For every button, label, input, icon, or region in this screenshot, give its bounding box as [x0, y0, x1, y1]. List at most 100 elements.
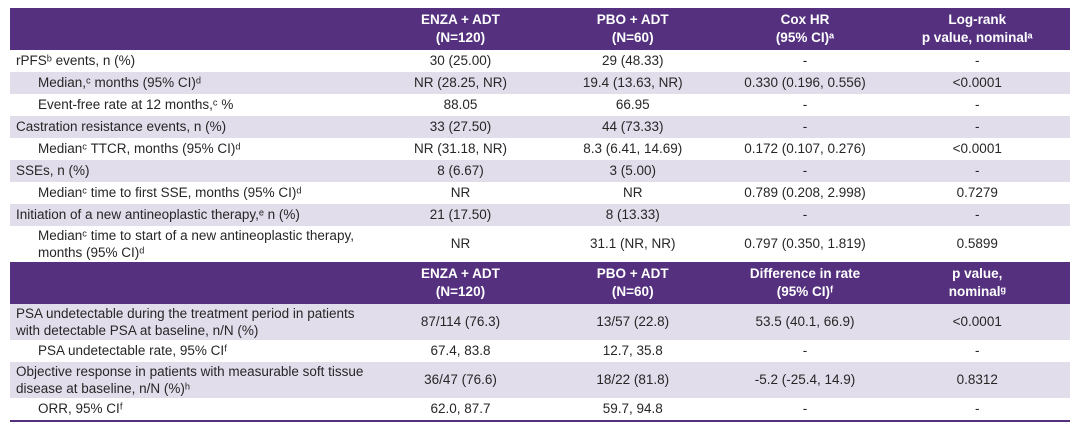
- cell-cox-hr: 0.330 (0.196, 0.556): [744, 75, 866, 91]
- cell-enza: NR: [450, 185, 471, 201]
- cell-cox-hr: -: [802, 119, 808, 135]
- cell-pvalue: 0.7279: [956, 185, 998, 201]
- col-header-pvalue-nominal: p value, nominalᵍ: [885, 262, 1071, 304]
- cell-pbo: 8.3 (6.41, 14.69): [583, 141, 683, 157]
- row-label: PSA undetectable during the treatment pe…: [16, 305, 355, 338]
- table1-header-label-cell: [10, 8, 381, 50]
- cell-pvalue: -: [975, 207, 980, 223]
- row-label: Medianᶜ time to first SSE, months (95% C…: [38, 185, 302, 201]
- table-row-rpfs-median: Median,ᶜ months (95% CI)ᵈ NR (28.25, NR)…: [10, 72, 1070, 94]
- cell-cox-hr: -: [802, 207, 808, 223]
- col-header-logrank-pvalue: Log-rank p value, nominalᵃ: [885, 8, 1071, 50]
- cell-enza: 30 (25.00): [429, 53, 492, 69]
- col-header-line: ENZA + ADT: [421, 266, 500, 282]
- cell-cox-hr: -: [802, 97, 808, 113]
- row-label: rPFSᵇ events, n (%): [16, 53, 136, 69]
- cell-pvalue: -: [975, 401, 980, 417]
- cell-cox-hr: 0.797 (0.350, 1.819): [744, 236, 866, 252]
- row-label: Median,ᶜ months (95% CI)ᵈ: [38, 75, 201, 91]
- col-header-line: PBO + ADT: [596, 266, 669, 282]
- cell-pvalue: -: [975, 119, 980, 135]
- cell-pvalue: -: [975, 163, 980, 179]
- cell-rate-difference: -: [802, 401, 808, 417]
- cell-pvalue: <0.0001: [952, 314, 1002, 330]
- col-header-difference-in-rate: Difference in rate (95% CI)ᶠ: [726, 262, 885, 304]
- col-header-line: p value, nominalᵃ: [921, 30, 1033, 45]
- col-header-line: Difference in rate: [749, 266, 861, 282]
- cell-enza: 21 (17.50): [429, 207, 492, 223]
- row-label: SSEs, n (%): [16, 163, 90, 179]
- cell-rate-difference: -5.2 (-25.4, 14.9): [754, 372, 856, 388]
- row-label: ORR, 95% CIᶠ: [38, 401, 123, 417]
- table-row-sses: SSEs, n (%) 8 (6.67) 3 (5.00) - -: [10, 160, 1070, 182]
- table-row-castration-resistance: Castration resistance events, n (%) 33 (…: [10, 116, 1070, 138]
- table-row-median-time-first-sse: Medianᶜ time to first SSE, months (95% C…: [10, 182, 1070, 204]
- col-header-line: (N=60): [611, 30, 654, 45]
- row-label: Medianᶜ TTCR, months (95% CI)ᵈ: [38, 141, 241, 157]
- col-header-pbo-adt: PBO + ADT (N=60): [540, 8, 726, 50]
- col-header-enza-adt: ENZA + ADT (N=120): [381, 8, 540, 50]
- cell-pvalue: 0.8312: [956, 372, 998, 388]
- table2-header-label-cell: [10, 262, 381, 304]
- row-label: Initiation of a new antineoplastic thera…: [16, 207, 300, 223]
- efficacy-results-table: ENZA + ADT (N=120) PBO + ADT (N=60) Cox …: [10, 8, 1070, 422]
- col-header-pbo-adt-2: PBO + ADT (N=60): [540, 262, 726, 304]
- cell-pbo: 12.7, 35.8: [602, 343, 663, 359]
- col-header-line: (N=120): [435, 284, 486, 299]
- cell-cox-hr: 0.172 (0.107, 0.276): [744, 141, 866, 157]
- cell-pbo: 18/22 (81.8): [596, 372, 670, 388]
- cell-pvalue: <0.0001: [952, 141, 1002, 157]
- cell-pbo: NR: [623, 185, 643, 201]
- cell-pvalue: -: [975, 343, 980, 359]
- cell-pbo: 13/57 (22.8): [596, 314, 670, 330]
- cell-enza: 8 (6.67): [437, 163, 484, 179]
- cell-pvalue: -: [975, 53, 980, 69]
- col-header-line: nominalᵍ: [948, 284, 1006, 299]
- cell-cox-hr: -: [802, 53, 808, 69]
- table-row-rpfs-events: rPFSᵇ events, n (%) 30 (25.00) 29 (48.33…: [10, 50, 1070, 72]
- cell-rate-difference: 53.5 (40.1, 66.9): [755, 314, 855, 330]
- cell-enza: 87/114 (76.3): [420, 314, 501, 330]
- col-header-line: PBO + ADT: [596, 12, 669, 28]
- table2-header-row: ENZA + ADT (N=120) PBO + ADT (N=60) Diff…: [10, 262, 1070, 304]
- row-label: Event-free rate at 12 months,ᶜ %: [38, 97, 234, 113]
- col-header-line: (N=120): [435, 30, 486, 45]
- cell-enza: 67.4, 83.8: [430, 343, 491, 359]
- table-row-new-antineoplastic-initiation: Initiation of a new antineoplastic thera…: [10, 204, 1070, 226]
- cell-enza: 62.0, 87.7: [430, 401, 491, 417]
- cell-pvalue: -: [975, 97, 980, 113]
- cell-pvalue: <0.0001: [952, 75, 1002, 91]
- cell-cox-hr: 0.789 (0.208, 2.998): [744, 185, 866, 201]
- cell-rate-difference: -: [802, 343, 808, 359]
- col-header-line: p value,: [952, 266, 1003, 282]
- table-row-median-ttcr: Medianᶜ TTCR, months (95% CI)ᵈ NR (31.18…: [10, 138, 1070, 160]
- table-row-median-time-new-antineoplastic: Medianᶜ time to start of a new antineopl…: [10, 226, 1070, 262]
- table-row-event-free-rate: Event-free rate at 12 months,ᶜ % 88.05 6…: [10, 94, 1070, 116]
- cell-pbo: 66.95: [615, 97, 650, 113]
- cell-pbo: 44 (73.33): [601, 119, 664, 135]
- col-header-line: ENZA + ADT: [421, 12, 500, 28]
- cell-pbo: 31.1 (NR, NR): [589, 236, 676, 252]
- row-label: Medianᶜ time to start of a new antineopl…: [38, 227, 354, 260]
- row-label: PSA undetectable rate, 95% CIᶠ: [38, 343, 228, 359]
- cell-pbo: 8 (13.33): [605, 207, 660, 223]
- table-row-psa-undetectable: PSA undetectable during the treatment pe…: [10, 304, 1070, 340]
- cell-enza: NR (31.18, NR): [413, 141, 508, 157]
- table1-header-row: ENZA + ADT (N=120) PBO + ADT (N=60) Cox …: [10, 8, 1070, 50]
- table-row-objective-response: Objective response in patients with meas…: [10, 362, 1070, 398]
- row-label: Objective response in patients with meas…: [16, 363, 364, 396]
- cell-pbo: 19.4 (13.63, NR): [582, 75, 683, 91]
- table-row-psa-undetectable-rate: PSA undetectable rate, 95% CIᶠ 67.4, 83.…: [10, 340, 1070, 362]
- cell-pbo: 59.7, 94.8: [602, 401, 663, 417]
- cell-pbo: 29 (48.33): [601, 53, 664, 69]
- cell-enza: NR: [450, 236, 471, 252]
- cell-cox-hr: -: [802, 163, 808, 179]
- cell-pvalue: 0.5899: [956, 236, 998, 252]
- row-label: Castration resistance events, n (%): [16, 119, 227, 135]
- cell-enza: 36/47 (76.6): [424, 372, 497, 388]
- cell-enza: 88.05: [443, 97, 478, 113]
- col-header-cox-hr: Cox HR (95% CI)ᵃ: [726, 8, 885, 50]
- col-header-line: (N=60): [611, 284, 654, 299]
- col-header-line: (95% CI)ᶠ: [776, 284, 834, 299]
- cell-enza: NR (28.25, NR): [413, 75, 508, 91]
